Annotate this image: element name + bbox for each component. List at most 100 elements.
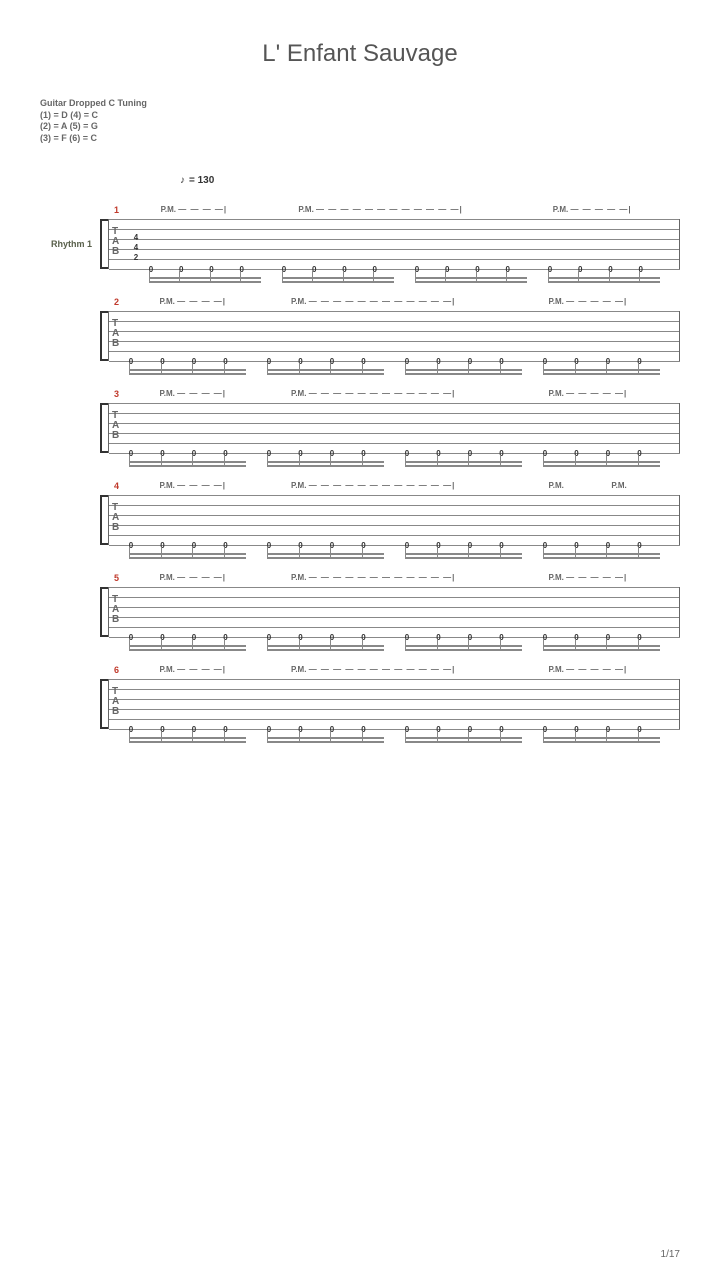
tab-string-line — [109, 679, 680, 680]
staff-row: 6TAB0000000000000000 — [40, 679, 680, 729]
staff-container: 5TAB0000000000000000 — [108, 587, 680, 637]
tab-clef-letter: B — [112, 431, 119, 441]
staff-container: 6TAB0000000000000000 — [108, 679, 680, 729]
tab-systems: = 130 P.M. — — — —| P.M. — — — — — — — — —… — [40, 175, 680, 729]
barline — [679, 495, 680, 545]
tab-string-line — [109, 597, 680, 598]
pm-marking: P.M. — — — — — — — — — — — —| — [291, 389, 455, 398]
tab-clef: TAB — [112, 411, 119, 441]
tab-string-line — [109, 617, 680, 618]
tab-string-line — [109, 495, 680, 496]
tab-clef: TAB — [112, 503, 119, 533]
pm-marking: P.M. — — — —| — [159, 297, 226, 306]
tab-clef: TAB — [112, 595, 119, 625]
tab-string-line — [109, 341, 680, 342]
tab-string-line — [109, 269, 680, 270]
tab-staff: TAB4420000000000000000 — [108, 219, 680, 269]
tab-clef-letter: B — [112, 247, 119, 257]
fret-number: 4 — [131, 243, 141, 252]
staff-container: 1TAB4420000000000000000 — [108, 219, 680, 269]
tab-string-line — [109, 535, 680, 536]
pm-marking: P.M. — — — — — — — — — — — —| — [291, 297, 455, 306]
fret-number: 2 — [131, 253, 141, 262]
measure-number: 1 — [114, 205, 119, 215]
pm-marking: P.M. — — — —| — [159, 481, 226, 490]
pm-marking: P.M. — — — — — — — — — — — —| — [291, 481, 455, 490]
tuning-line-1: (1) = D (4) = C — [40, 110, 680, 122]
tab-system: P.M. — — — —|P.M. — — — — — — — — — — — … — [40, 665, 680, 729]
tab-string-line — [109, 423, 680, 424]
tab-system: = 130 P.M. — — — —| P.M. — — — — — — — — —… — [40, 175, 680, 269]
measure-number: 5 — [114, 573, 119, 583]
palm-mute-annotations: P.M. — — — —| P.M. — — — — — — — — — — — … — [150, 205, 680, 219]
page-number: 1/17 — [661, 1249, 680, 1260]
tab-staff: TAB0000000000000000 — [108, 587, 680, 637]
measure-number: 3 — [114, 389, 119, 399]
tab-staff: TAB0000000000000000 — [108, 495, 680, 545]
pm-marking: P.M. — — — — —| — [548, 389, 627, 398]
tab-system: P.M. — — — —| P.M. — — — — — — — — — — — … — [40, 297, 680, 361]
tab-system: P.M. — — — —| P.M. — — — — — — — — — — — … — [40, 481, 680, 545]
palm-mute-annotations: P.M. — — — —| P.M. — — — — — — — — — — — … — [108, 481, 680, 495]
pm-marking: P.M. — — — — — — — — — — — —| — [291, 573, 455, 582]
tab-string-line — [109, 587, 680, 588]
palm-mute-annotations: P.M. — — — —| P.M. — — — — — — — — — — — … — [108, 389, 680, 403]
tab-string-line — [109, 505, 680, 506]
staff-container: 2TAB0000000000000000 — [108, 311, 680, 361]
tuning-info: Guitar Dropped C Tuning (1) = D (4) = C … — [40, 98, 680, 145]
tab-string-line — [109, 311, 680, 312]
tempo-marking: = 130 — [180, 175, 214, 186]
pm-marking: P.M. — — — —| — [159, 389, 226, 398]
tab-string-line — [109, 351, 680, 352]
tab-string-line — [109, 403, 680, 404]
tab-string-line — [109, 239, 680, 240]
barline — [679, 219, 680, 269]
pm-marking: P.M. — [548, 481, 563, 490]
staff-bracket — [100, 495, 108, 545]
fret-number: 4 — [131, 233, 141, 242]
palm-mute-annotations: P.M. — — — —| P.M. — — — — — — — — — — — … — [108, 573, 680, 587]
pm-marking: P.M. — — — — — — — — — — — —| — [291, 665, 455, 674]
tab-string-line — [109, 719, 680, 720]
tab-clef: TAB — [112, 227, 119, 257]
pm-marking: P.M. — — — — —| — [548, 573, 627, 582]
tab-staff: TAB0000000000000000 — [108, 311, 680, 361]
staff-row: 5TAB0000000000000000 — [40, 587, 680, 637]
tab-string-line — [109, 219, 680, 220]
barline — [679, 403, 680, 453]
tab-string-line — [109, 443, 680, 444]
staff-row: 2TAB0000000000000000 — [40, 311, 680, 361]
tuning-line-2: (2) = A (5) = G — [40, 121, 680, 133]
pm-marking: P.M. — — — — — — — — — — — —| — [298, 205, 462, 214]
barline — [679, 311, 680, 361]
measure-number: 2 — [114, 297, 119, 307]
barline — [679, 587, 680, 637]
staff-bracket — [100, 219, 108, 269]
tab-string-line — [109, 699, 680, 700]
tab-string-line — [109, 627, 680, 628]
palm-mute-annotations: P.M. — — — —| P.M. — — — — — — — — — — — … — [108, 297, 680, 311]
tab-clef-letter: B — [112, 339, 119, 349]
barline — [679, 679, 680, 729]
pm-marking: P.M. — — — —| — [159, 573, 226, 582]
pm-marking: P.M. — [611, 481, 626, 490]
tuning-line-3: (3) = F (6) = C — [40, 133, 680, 145]
tab-staff: TAB0000000000000000 — [108, 403, 680, 453]
tab-string-line — [109, 331, 680, 332]
pm-marking: P.M. — — — — —| — [553, 205, 632, 214]
song-title: L' Enfant Sauvage — [40, 40, 680, 68]
tab-string-line — [109, 249, 680, 250]
page-container: L' Enfant Sauvage Guitar Dropped C Tunin… — [0, 0, 720, 777]
tab-string-line — [109, 321, 680, 322]
tab-string-line — [109, 689, 680, 690]
tab-string-line — [109, 709, 680, 710]
pm-marking: P.M. — — — —| — [161, 205, 228, 214]
tab-clef: TAB — [112, 319, 119, 349]
tab-string-line — [109, 433, 680, 434]
tab-string-line — [109, 607, 680, 608]
tab-staff: TAB0000000000000000 — [108, 679, 680, 729]
tab-clef: TAB — [112, 687, 119, 717]
tempo-header: = 130 — [150, 175, 680, 205]
tab-system: P.M. — — — —| P.M. — — — — — — — — — — — … — [40, 573, 680, 637]
tab-string-line — [109, 525, 680, 526]
